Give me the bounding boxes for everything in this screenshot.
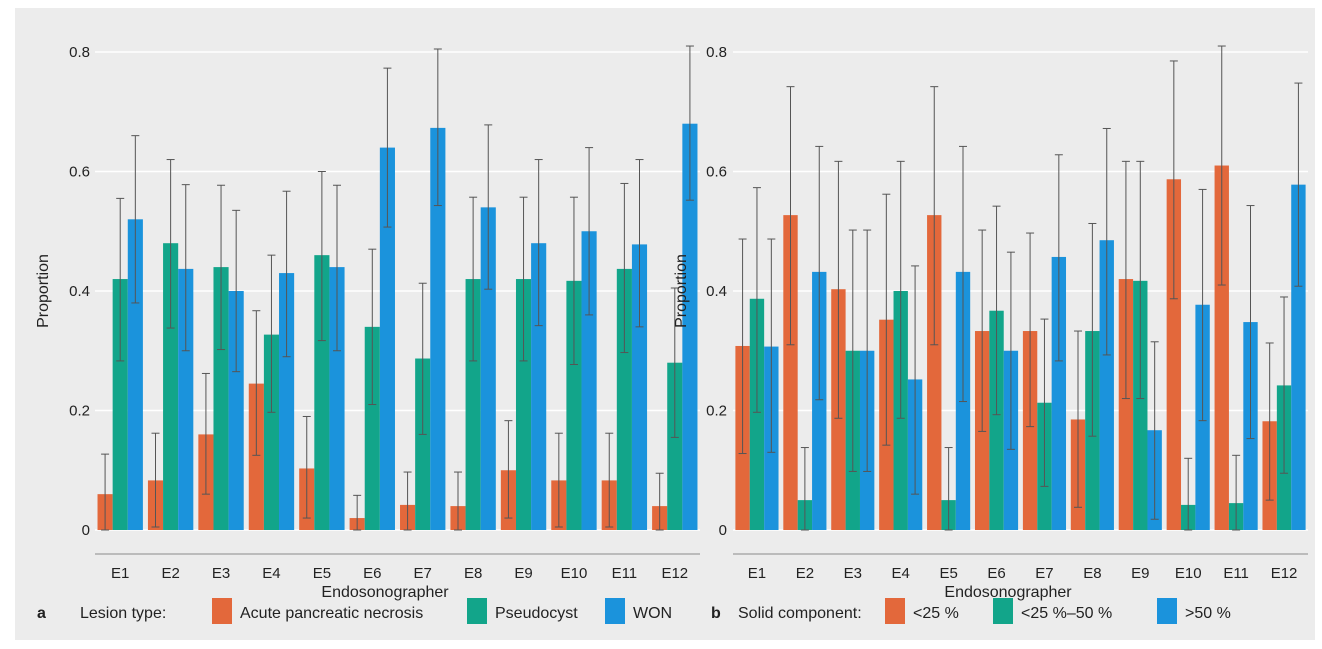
bar xyxy=(314,255,330,530)
y-axis-title: Proportion xyxy=(35,254,52,328)
bar xyxy=(566,280,582,530)
panel-letter: a xyxy=(37,605,46,622)
bar xyxy=(1099,240,1114,530)
bar xyxy=(581,231,597,530)
bar xyxy=(127,219,143,531)
panel-letter: b xyxy=(711,605,721,622)
bar xyxy=(248,383,264,530)
bar xyxy=(812,271,827,530)
bar xyxy=(531,243,547,530)
bar xyxy=(1118,279,1134,530)
panel-a-chart: 0 0.2 0.4 0.6 0.8 E1 E2 E3 E4 E5 E6 E7 E8 E9 E10 E11 E12… xyxy=(35,44,700,601)
bar xyxy=(379,147,395,530)
bar xyxy=(178,268,194,530)
x-tick-label: E7 xyxy=(414,565,432,582)
x-tick-label: E1 xyxy=(111,565,129,582)
y-tick-label: 0 xyxy=(82,522,90,539)
legend-label: <25 % xyxy=(913,605,959,622)
legend-label: <25 %–50 % xyxy=(1021,605,1112,622)
x-tick-label: E2 xyxy=(796,565,814,582)
x-tick-label: E10 xyxy=(1175,565,1202,582)
bar xyxy=(329,267,345,530)
x-tick-label: E10 xyxy=(561,565,588,582)
bar xyxy=(1214,165,1229,530)
legend-label: Acute pancreatic necrosis xyxy=(240,605,423,622)
x-axis-title: Endosonographer xyxy=(321,584,449,601)
y-tick-label: 0.4 xyxy=(69,283,90,300)
x-tick-label: E5 xyxy=(939,565,957,582)
panel-b-chart: 0 0.2 0.4 0.6 0.8 E1 E2 E3 E4 E5 E6 E7 E8 E9 E10 E11 E12… xyxy=(673,44,1308,601)
bar xyxy=(430,127,446,530)
bar xyxy=(279,273,295,530)
legend-swatch xyxy=(885,598,905,624)
x-tick-label: E11 xyxy=(1223,565,1249,582)
legend-swatch xyxy=(993,598,1013,624)
bar xyxy=(228,291,244,530)
bar xyxy=(1133,280,1148,530)
legend-swatch xyxy=(212,598,232,624)
bar xyxy=(515,279,532,530)
bar xyxy=(415,358,431,530)
y-tick-label: 0.6 xyxy=(706,164,727,181)
bar xyxy=(682,123,698,530)
bar xyxy=(213,267,229,530)
bar xyxy=(1022,331,1038,530)
y-tick-label: 0.2 xyxy=(69,403,90,420)
y-tick-label: 0.4 xyxy=(706,283,727,300)
legend-swatch xyxy=(1157,598,1177,624)
x-tick-label: E6 xyxy=(987,565,1005,582)
bar xyxy=(749,298,765,530)
legend-swatch xyxy=(605,598,625,624)
x-tick-label: E8 xyxy=(1083,565,1101,582)
y-tick-label: 0 xyxy=(719,522,727,539)
bar xyxy=(1291,184,1306,530)
legend-title: Solid component: xyxy=(738,605,862,622)
x-tick-label: E4 xyxy=(262,565,280,582)
bar xyxy=(263,334,280,530)
bar xyxy=(989,310,1004,530)
legend-swatch xyxy=(467,598,487,624)
legend-label: Pseudocyst xyxy=(495,605,578,622)
y-tick-label: 0.6 xyxy=(69,164,90,181)
x-axis-title: Endosonographer xyxy=(944,584,1072,601)
x-tick-label: E5 xyxy=(313,565,331,582)
y-tick-label: 0.8 xyxy=(706,44,727,61)
x-tick-label: E3 xyxy=(844,565,862,582)
panel-a-legend: a Lesion type: Acute pancreatic necrosis Ps… xyxy=(37,598,672,624)
x-tick-label: E3 xyxy=(212,565,230,582)
y-tick-label: 0.2 xyxy=(706,403,727,420)
x-tick-label: E11 xyxy=(612,565,638,582)
y-axis-title: Proportion xyxy=(673,254,690,328)
x-tick-label: E4 xyxy=(892,565,910,582)
x-tick-label: E2 xyxy=(161,565,179,582)
x-tick-label: E6 xyxy=(363,565,381,582)
bar xyxy=(480,207,496,530)
bar xyxy=(112,279,128,530)
x-tick-label: E9 xyxy=(1131,565,1149,582)
panel-b-legend: b Solid component: <25 % <25 %–50 % >50 % xyxy=(711,598,1231,624)
bar xyxy=(631,244,648,530)
bar xyxy=(1166,179,1182,530)
x-tick-label: E12 xyxy=(661,565,688,582)
bar xyxy=(927,215,942,530)
x-tick-label: E8 xyxy=(464,565,482,582)
legend-label: >50 % xyxy=(1185,605,1231,622)
x-tick-label: E9 xyxy=(514,565,532,582)
legend-title: Lesion type: xyxy=(80,605,166,622)
bar xyxy=(1051,256,1067,530)
x-tick-label: E12 xyxy=(1271,565,1298,582)
x-tick-label: E1 xyxy=(748,565,766,582)
x-tick-label: E7 xyxy=(1035,565,1053,582)
bar xyxy=(364,326,380,530)
y-tick-label: 0.8 xyxy=(69,44,90,61)
legend-label: WON xyxy=(633,605,672,622)
bar xyxy=(667,362,683,530)
bar xyxy=(783,215,798,530)
bar xyxy=(616,268,632,530)
bar xyxy=(465,279,481,530)
bar xyxy=(163,243,179,530)
